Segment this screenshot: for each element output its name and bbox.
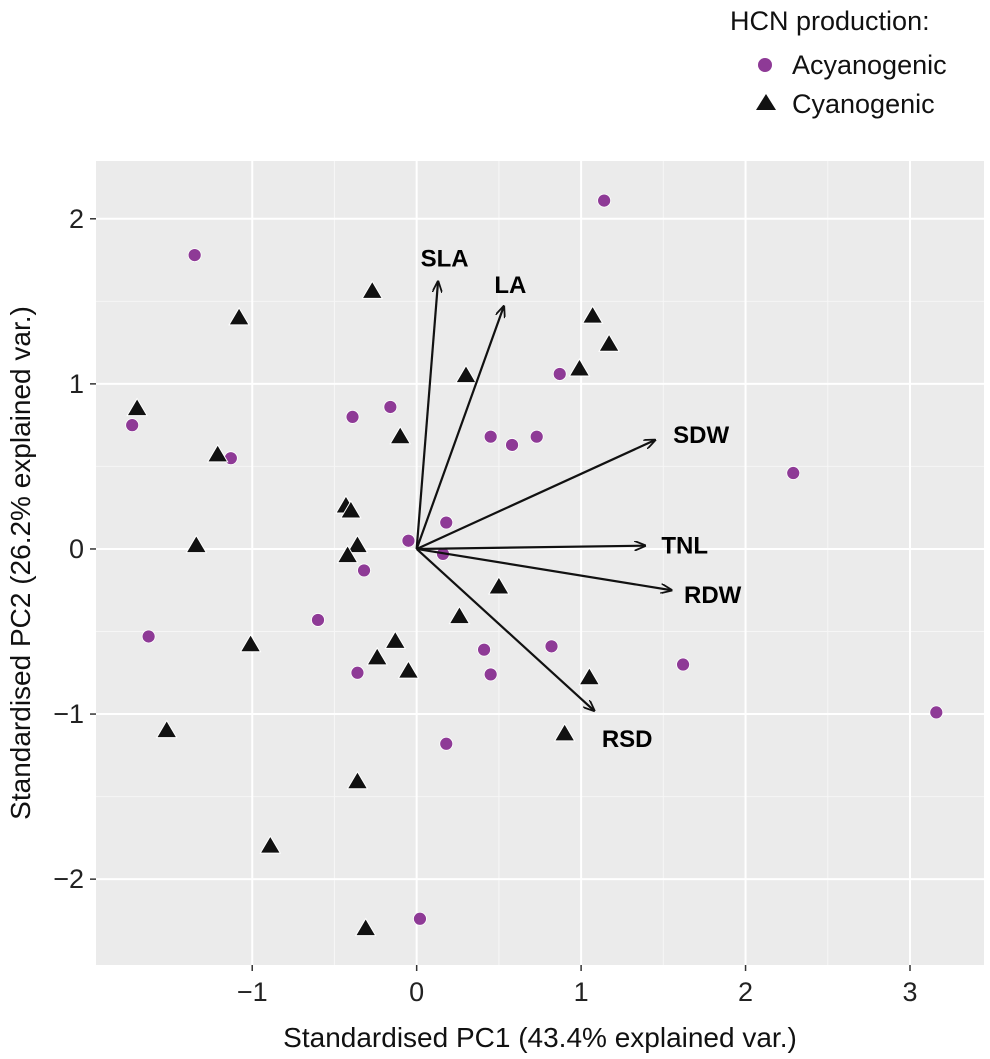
data-point-cyanogenic [455, 364, 477, 384]
data-point-acyanogenic [357, 563, 371, 578]
data-point-cyanogenic [239, 633, 262, 653]
loading-arrow-tnl [416, 546, 646, 549]
loading-label-la: LA [494, 272, 526, 299]
data-point-acyanogenic [439, 736, 454, 751]
data-point-acyanogenic [401, 533, 416, 548]
data-point-acyanogenic [187, 248, 202, 263]
data-point-acyanogenic [929, 705, 944, 720]
data-point-acyanogenic [483, 667, 498, 682]
series-cyanogenic [126, 280, 620, 937]
x-axis-title: Standardised PC1 (43.4% explained var.) [283, 1022, 797, 1053]
loading-label-rsd: RSD [602, 726, 653, 753]
data-point-acyanogenic [597, 193, 612, 208]
data-point-cyanogenic [488, 575, 510, 595]
legend-cyanogenic-marker [756, 94, 776, 110]
legend-acyanogenic-marker [758, 58, 772, 72]
data-point-cyanogenic [581, 305, 604, 324]
x-tick-label: 3 [902, 977, 917, 1007]
y-tick-label: 1 [69, 369, 84, 399]
data-point-acyanogenic [529, 429, 544, 444]
loading-arrow-rdw [416, 547, 672, 590]
loading-arrow-rsd [415, 548, 595, 711]
data-point-cyanogenic [155, 719, 178, 739]
data-point-acyanogenic [483, 429, 498, 444]
data-point-acyanogenic [544, 639, 559, 654]
y-tick-label: −2 [53, 864, 84, 894]
x-tick-label: 1 [574, 977, 589, 1007]
data-point-cyanogenic [354, 917, 377, 937]
x-tick-label: 2 [738, 977, 753, 1007]
x-axis: −1 0 1 2 3 [237, 965, 918, 1007]
loading-label-rdw: RDW [684, 582, 742, 609]
data-point-acyanogenic [383, 400, 398, 414]
y-axis-title: Standardised PC2 (26.2% explained var.) [5, 306, 36, 820]
legend-acyanogenic-label: Acyanogenic [792, 50, 947, 80]
data-point-cyanogenic [346, 770, 369, 790]
data-point-cyanogenic [126, 397, 148, 417]
data-point-cyanogenic [185, 534, 208, 554]
legend-cyanogenic-label: Cyanogenic [792, 89, 935, 119]
y-tick-label: 0 [69, 534, 84, 564]
loading-label-tnl: TNL [661, 533, 708, 560]
loading-label-sla: SLA [421, 245, 469, 272]
data-point-acyanogenic [477, 642, 491, 657]
x-tick-label: −1 [237, 977, 268, 1007]
data-point-acyanogenic [350, 665, 365, 680]
loading-label-sdw: SDW [673, 422, 729, 449]
data-point-cyanogenic [598, 333, 620, 352]
data-point-acyanogenic [125, 418, 140, 433]
data-point-cyanogenic [389, 425, 412, 445]
legend: HCN production: Acyanogenic Cyanogenic [730, 6, 947, 119]
data-point-acyanogenic [505, 438, 519, 452]
x-tick-label: 0 [409, 977, 424, 1007]
data-point-acyanogenic [345, 409, 360, 424]
data-point-acyanogenic [413, 911, 427, 926]
data-point-cyanogenic [336, 544, 359, 564]
loading-arrow-sdw [416, 440, 655, 550]
data-point-acyanogenic [439, 515, 454, 530]
data-point-cyanogenic [346, 534, 369, 554]
data-point-acyanogenic [141, 629, 156, 644]
y-tick-label: −1 [53, 699, 84, 729]
grid-major [96, 161, 984, 965]
data-point-cyanogenic [568, 358, 591, 377]
data-point-cyanogenic [206, 443, 229, 463]
data-point-cyanogenic [384, 630, 407, 649]
data-point-cyanogenic [578, 666, 601, 686]
grid-minor [96, 161, 984, 965]
data-point-cyanogenic [366, 646, 389, 666]
data-point-cyanogenic [448, 605, 471, 625]
loading-arrow-la [415, 306, 504, 550]
data-point-cyanogenic [361, 280, 384, 299]
data-point-acyanogenic [311, 613, 325, 627]
data-point-acyanogenic [786, 466, 801, 480]
legend-title: HCN production: [730, 6, 930, 36]
data-point-cyanogenic [228, 306, 250, 326]
data-point-acyanogenic [223, 451, 238, 466]
data-point-cyanogenic [553, 722, 576, 742]
data-point-cyanogenic [259, 835, 282, 854]
data-point-cyanogenic [397, 660, 420, 679]
loading-arrow-sla [415, 282, 438, 550]
series-acyanogenic [125, 193, 944, 926]
data-point-cyanogenic [340, 500, 362, 519]
y-tick-label: 2 [69, 204, 84, 234]
loading-vectors: SLA LA SDW TNL RDW RSD [415, 245, 742, 753]
data-point-acyanogenic [552, 367, 567, 381]
y-axis: −2 −1 0 1 2 [53, 204, 96, 894]
data-point-acyanogenic [676, 657, 690, 672]
plot-panel [96, 161, 984, 965]
